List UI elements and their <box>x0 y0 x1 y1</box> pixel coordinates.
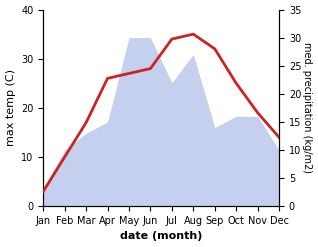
Y-axis label: med. precipitation (kg/m2): med. precipitation (kg/m2) <box>302 42 313 173</box>
X-axis label: date (month): date (month) <box>120 231 202 242</box>
Y-axis label: max temp (C): max temp (C) <box>5 69 16 146</box>
